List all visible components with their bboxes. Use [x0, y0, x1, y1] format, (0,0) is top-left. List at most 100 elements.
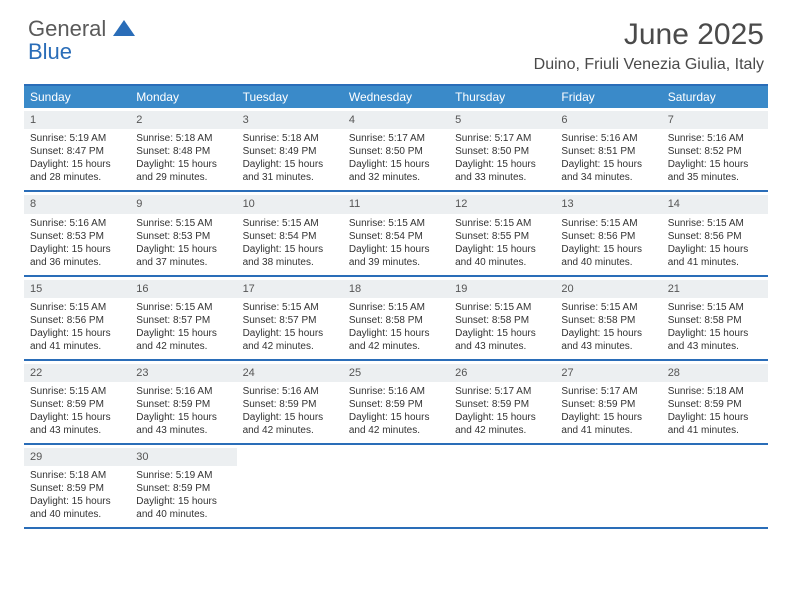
sunrise-line: Sunrise: 5:18 AM: [243, 132, 337, 145]
sunset-line: Sunset: 8:54 PM: [243, 230, 337, 243]
day-number: 25: [343, 364, 449, 382]
day-cell: 9 Sunrise: 5:15 AMSunset: 8:53 PMDaylight…: [130, 192, 236, 274]
sunset-line: Sunset: 8:59 PM: [136, 482, 230, 495]
day-number: 2: [130, 111, 236, 129]
sunrise-line: Sunrise: 5:15 AM: [136, 301, 230, 314]
sunset-line: Sunset: 8:59 PM: [30, 398, 124, 411]
sunrise-line: Sunrise: 5:16 AM: [30, 217, 124, 230]
daylight-line: Daylight: 15 hours and 29 minutes.: [136, 158, 230, 184]
day-number: 27: [555, 364, 661, 382]
daylight-line: Daylight: 15 hours and 42 minutes.: [243, 327, 337, 353]
day-number: 16: [130, 280, 236, 298]
calendar: SundayMondayTuesdayWednesdayThursdayFrid…: [24, 84, 768, 529]
day-number: 12: [449, 195, 555, 213]
sunrise-line: Sunrise: 5:18 AM: [30, 469, 124, 482]
day-header: Saturday: [662, 86, 768, 108]
daylight-line: Daylight: 15 hours and 41 minutes.: [561, 411, 655, 437]
day-number: 17: [237, 280, 343, 298]
week-row: 29Sunrise: 5:18 AMSunset: 8:59 PMDayligh…: [24, 445, 768, 529]
sunrise-line: Sunrise: 5:15 AM: [561, 301, 655, 314]
daylight-line: Daylight: 15 hours and 40 minutes.: [136, 495, 230, 521]
day-header: Friday: [555, 86, 661, 108]
empty-cell: [449, 445, 555, 527]
empty-cell: [343, 445, 449, 527]
sunrise-line: Sunrise: 5:16 AM: [561, 132, 655, 145]
sunset-line: Sunset: 8:59 PM: [243, 398, 337, 411]
day-cell: 4Sunrise: 5:17 AMSunset: 8:50 PMDaylight…: [343, 108, 449, 190]
day-cell: 26Sunrise: 5:17 AMSunset: 8:59 PMDayligh…: [449, 361, 555, 443]
sunrise-line: Sunrise: 5:18 AM: [668, 385, 762, 398]
daylight-line: Daylight: 15 hours and 40 minutes.: [30, 495, 124, 521]
sunrise-line: Sunrise: 5:15 AM: [455, 217, 549, 230]
daylight-line: Daylight: 15 hours and 38 minutes.: [243, 243, 337, 269]
day-cell: 25Sunrise: 5:16 AMSunset: 8:59 PMDayligh…: [343, 361, 449, 443]
day-header: Monday: [130, 86, 236, 108]
sunrise-line: Sunrise: 5:17 AM: [349, 132, 443, 145]
day-cell: 19Sunrise: 5:15 AMSunset: 8:58 PMDayligh…: [449, 277, 555, 359]
daylight-line: Daylight: 15 hours and 43 minutes.: [30, 411, 124, 437]
sunset-line: Sunset: 8:58 PM: [455, 314, 549, 327]
day-number: 21: [662, 280, 768, 298]
day-cell: 29Sunrise: 5:18 AMSunset: 8:59 PMDayligh…: [24, 445, 130, 527]
sunset-line: Sunset: 8:58 PM: [668, 314, 762, 327]
sunrise-line: Sunrise: 5:15 AM: [668, 301, 762, 314]
day-number: 3: [237, 111, 343, 129]
week-row: 15Sunrise: 5:15 AMSunset: 8:56 PMDayligh…: [24, 277, 768, 361]
sunrise-line: Sunrise: 5:15 AM: [136, 217, 230, 230]
sunset-line: Sunset: 8:59 PM: [561, 398, 655, 411]
sunset-line: Sunset: 8:49 PM: [243, 145, 337, 158]
month-title: June 2025: [534, 18, 764, 52]
sunset-line: Sunset: 8:50 PM: [349, 145, 443, 158]
daylight-line: Daylight: 15 hours and 42 minutes.: [243, 411, 337, 437]
sunset-line: Sunset: 8:53 PM: [136, 230, 230, 243]
daylight-line: Daylight: 15 hours and 37 minutes.: [136, 243, 230, 269]
daylight-line: Daylight: 15 hours and 34 minutes.: [561, 158, 655, 184]
day-number: 28: [662, 364, 768, 382]
sunrise-line: Sunrise: 5:19 AM: [136, 469, 230, 482]
sunset-line: Sunset: 8:50 PM: [455, 145, 549, 158]
day-cell: 27 Sunrise: 5:17 AMSunset: 8:59 PMDayligh…: [555, 361, 661, 443]
sunrise-line: Sunrise: 5:16 AM: [349, 385, 443, 398]
day-cell: 13Sunrise: 5:15 AMSunset: 8:56 PMDayligh…: [555, 192, 661, 274]
empty-cell: [662, 445, 768, 527]
sunrise-line: Sunrise: 5:16 AM: [243, 385, 337, 398]
day-header-row: SundayMondayTuesdayWednesdayThursdayFrid…: [24, 86, 768, 108]
sunrise-line: Sunrise: 5:15 AM: [668, 217, 762, 230]
sunset-line: Sunset: 8:52 PM: [668, 145, 762, 158]
title-block: June 2025 Duino, Friuli Venezia Giulia, …: [534, 18, 764, 74]
day-cell: 10Sunrise: 5:15 AMSunset: 8:54 PMDayligh…: [237, 192, 343, 274]
day-number: 13: [555, 195, 661, 213]
sunset-line: Sunset: 8:47 PM: [30, 145, 124, 158]
day-number: 10: [237, 195, 343, 213]
daylight-line: Daylight: 15 hours and 42 minutes.: [349, 327, 443, 353]
sunset-line: Sunset: 8:56 PM: [668, 230, 762, 243]
day-cell: 11Sunrise: 5:15 AMSunset: 8:54 PMDayligh…: [343, 192, 449, 274]
sunrise-line: Sunrise: 5:16 AM: [136, 385, 230, 398]
day-cell: 8Sunrise: 5:16 AMSunset: 8:53 PMDaylight…: [24, 192, 130, 274]
day-number: 23: [130, 364, 236, 382]
daylight-line: Daylight: 15 hours and 33 minutes.: [455, 158, 549, 184]
day-cell: 21Sunrise: 5:15 AMSunset: 8:58 PMDayligh…: [662, 277, 768, 359]
day-cell: 18Sunrise: 5:15 AMSunset: 8:58 PMDayligh…: [343, 277, 449, 359]
day-header: Tuesday: [237, 86, 343, 108]
logo-text-block: General Blue: [28, 18, 135, 64]
daylight-line: Daylight: 15 hours and 41 minutes.: [668, 243, 762, 269]
day-cell: 16Sunrise: 5:15 AMSunset: 8:57 PMDayligh…: [130, 277, 236, 359]
sunset-line: Sunset: 8:56 PM: [30, 314, 124, 327]
sunrise-line: Sunrise: 5:17 AM: [561, 385, 655, 398]
day-cell: 14Sunrise: 5:15 AMSunset: 8:56 PMDayligh…: [662, 192, 768, 274]
sunrise-line: Sunrise: 5:19 AM: [30, 132, 124, 145]
day-cell: 2Sunrise: 5:18 AMSunset: 8:48 PMDaylight…: [130, 108, 236, 190]
day-number: 18: [343, 280, 449, 298]
logo-word-2: Blue: [28, 39, 72, 64]
sunrise-line: Sunrise: 5:18 AM: [136, 132, 230, 145]
day-number: 9: [130, 195, 236, 213]
day-header: Thursday: [449, 86, 555, 108]
sunrise-line: Sunrise: 5:17 AM: [455, 132, 549, 145]
daylight-line: Daylight: 15 hours and 40 minutes.: [455, 243, 549, 269]
sunset-line: Sunset: 8:58 PM: [349, 314, 443, 327]
day-number: 30: [130, 448, 236, 466]
day-cell: 7Sunrise: 5:16 AMSunset: 8:52 PMDaylight…: [662, 108, 768, 190]
sunrise-line: Sunrise: 5:15 AM: [243, 301, 337, 314]
daylight-line: Daylight: 15 hours and 42 minutes.: [455, 411, 549, 437]
